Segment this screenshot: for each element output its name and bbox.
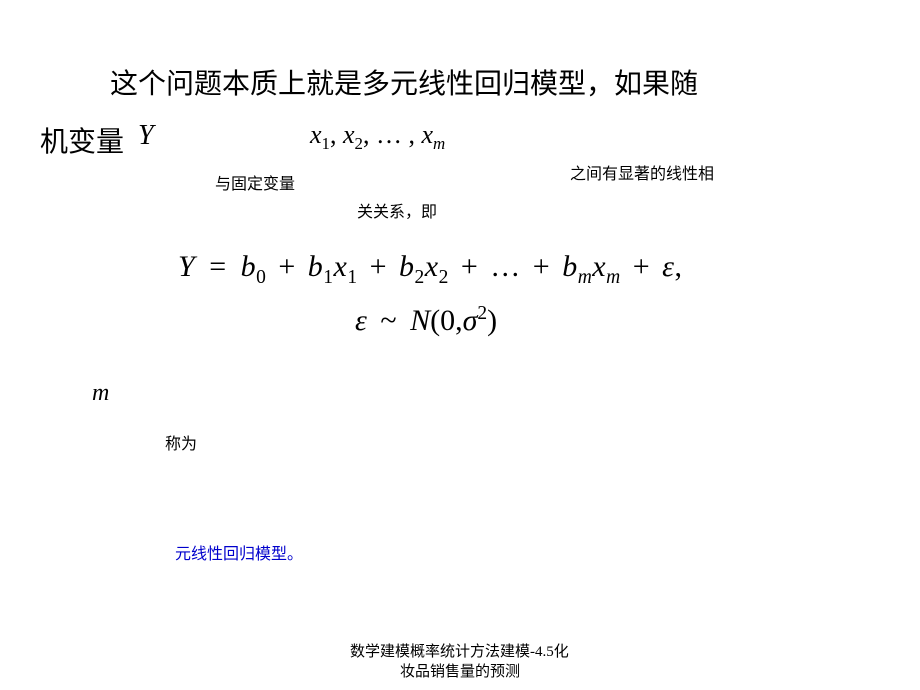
close: ) (487, 304, 497, 337)
relation-label-1: 之间有显著的线性相 (570, 160, 714, 184)
sub2: 2 (355, 134, 363, 153)
xs2: 2 (439, 267, 449, 288)
m: m (92, 380, 109, 406)
s0: 0 (256, 267, 266, 288)
text: 之间有显著的线性相 (570, 166, 714, 183)
b0: b (241, 250, 257, 283)
variable-m: m (92, 380, 109, 407)
text: 这个问题本质上就是多元线性回归模型，如果随 (110, 69, 698, 100)
sub1: 1 (322, 134, 330, 153)
p1: + (278, 250, 295, 283)
sigma: σ (463, 304, 478, 337)
b1: b (308, 250, 324, 283)
text: 妆品销售量的预测 (400, 664, 520, 680)
p3: + (461, 250, 478, 283)
p4: + (533, 250, 550, 283)
dots: … (376, 120, 402, 149)
equation-regression: Y = b0 + b1x1 + b2x2 + … + bmxm + ε, (178, 250, 682, 289)
s1: 1 (323, 267, 333, 288)
fixed-var-label: 与固定变量 (215, 170, 295, 194)
x1: x (310, 120, 322, 149)
text: 数学建模概率统计方法建模-4.5化 (350, 644, 569, 660)
model-name: 元线性回归模型。 (175, 540, 303, 564)
intro-line-1: 这个问题本质上就是多元线性回归模型，如果随 (110, 62, 698, 102)
called-label: 称为 (165, 430, 197, 454)
text: 关关系，即 (357, 204, 437, 221)
comma: , (674, 250, 682, 283)
text: 机变量 (40, 127, 124, 158)
open: ( (430, 304, 440, 337)
Y: Y (178, 250, 195, 283)
p2: + (370, 250, 387, 283)
footer-line-1: 数学建模概率统计方法建模-4.5化 (350, 640, 569, 661)
tilde: ~ (380, 304, 396, 337)
Y: Y (138, 120, 154, 151)
zero: 0 (440, 304, 455, 337)
subm: m (433, 134, 445, 153)
var-list: x1, x2, … , xm (310, 120, 445, 154)
xs1: 1 (347, 267, 357, 288)
text: 与固定变量 (215, 176, 295, 193)
N: N (410, 304, 430, 337)
footer-line-2: 妆品销售量的预测 (400, 660, 520, 681)
comma1: , (330, 120, 343, 149)
x2: x (343, 120, 355, 149)
variable-Y: Y (138, 120, 154, 152)
text: 元线性回归模型。 (175, 546, 303, 563)
equation-noise: ε ~ N(0,σ2) (355, 303, 497, 338)
sm: m (578, 267, 593, 288)
dots: … (490, 250, 521, 283)
eq: = (209, 250, 226, 283)
s2: 2 (415, 267, 425, 288)
eps: ε (662, 250, 674, 283)
relation-label-2: 关关系，即 (357, 198, 437, 222)
bm: b (562, 250, 578, 283)
comma2: , (363, 120, 376, 149)
x1: x (334, 250, 348, 283)
xm: x (422, 120, 434, 149)
comma: , (455, 304, 463, 337)
xsm: m (606, 267, 621, 288)
b2: b (399, 250, 415, 283)
x2: x (425, 250, 439, 283)
two: 2 (477, 303, 487, 324)
intro-line-2a: 机变量 (40, 120, 124, 160)
text: 称为 (165, 436, 197, 453)
eps: ε (355, 304, 367, 337)
xm: x (592, 250, 606, 283)
comma3: , (402, 120, 422, 149)
p5: + (633, 250, 650, 283)
